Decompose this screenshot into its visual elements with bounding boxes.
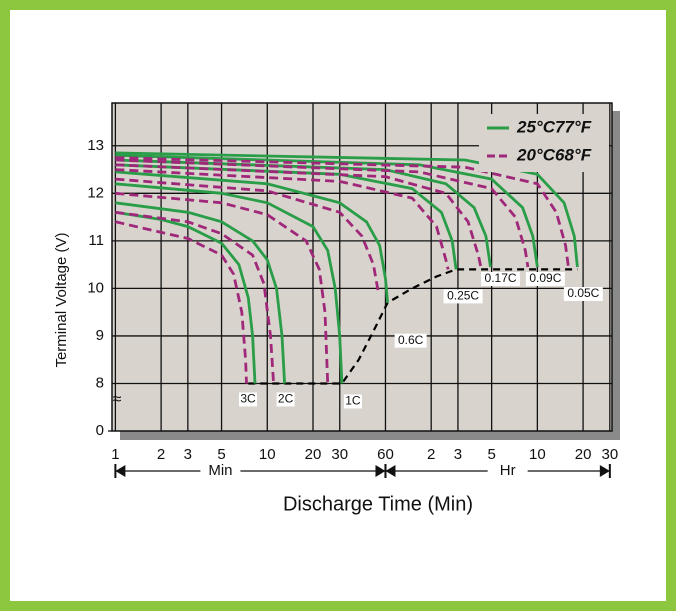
discharge-curve (115, 201, 286, 384)
span-label-bg (200, 462, 241, 480)
discharge-curve (115, 168, 450, 270)
span-label: Hr (500, 462, 516, 479)
rate-label: 0.17C (485, 271, 517, 285)
x-tick-label: 3 (184, 446, 192, 463)
rate-label: 0.05C (567, 286, 599, 300)
y-axis-title: Terminal Voltage (V) (53, 232, 70, 367)
x-tick-label: 30 (601, 446, 618, 463)
rate-label-bg (238, 392, 257, 407)
legend-label: 20°C68°F (516, 145, 592, 164)
discharge-curve (115, 191, 330, 384)
rate-label-bg (481, 272, 521, 286)
rate-label: 2C (278, 392, 294, 406)
x-tick-label: 10 (529, 446, 546, 463)
x-tick-label: 3 (454, 446, 462, 463)
discharge-curve (115, 158, 530, 268)
x-tick-label: 20 (575, 446, 592, 463)
span-arrow (385, 465, 396, 477)
span-arrow (115, 465, 126, 477)
rate-label-bg (525, 272, 565, 286)
axis-break: ≈ (113, 391, 122, 408)
y-tick-label: 8 (96, 374, 104, 391)
y-tick-label: 13 (87, 137, 104, 154)
rate-label: 1C (345, 394, 361, 408)
rate-label-bg (343, 394, 362, 409)
discharge-curve (115, 170, 389, 303)
x-tick-label: 5 (217, 446, 225, 463)
x-tick-label: 10 (259, 446, 276, 463)
x-tick-label: 60 (377, 446, 394, 463)
y-tick-label: 9 (96, 327, 104, 344)
y-tick-label: 11 (88, 232, 104, 249)
discharge-curve (115, 177, 380, 294)
discharge-curve (115, 156, 570, 268)
rate-label-bg (563, 287, 603, 301)
rate-label-bg (276, 392, 295, 407)
span-label: Min (208, 462, 232, 479)
span-label-bg (487, 462, 528, 480)
discharge-curve (115, 210, 257, 384)
y-tick-label: 12 (87, 184, 104, 201)
rate-label: 0.6C (398, 333, 424, 347)
x-tick-label: 20 (305, 446, 322, 463)
rate-label: 3C (240, 392, 256, 406)
discharge-curve (115, 210, 275, 384)
rate-label: 0.09C (529, 271, 561, 285)
rate-label: 0.25C (447, 289, 479, 303)
legend-bg (479, 114, 609, 172)
x-tick-label: 1 (111, 446, 119, 463)
x-tick-label: 30 (331, 446, 348, 463)
span-arrow (599, 465, 610, 477)
x-axis-title: Discharge Time (Min) (283, 493, 473, 515)
x-tick-label: 2 (157, 446, 165, 463)
rate-label-bg (443, 289, 483, 304)
y-tick-label: 0 (96, 422, 104, 439)
discharge-curve (115, 220, 248, 384)
discharge-curve (115, 163, 483, 268)
discharge-curve (115, 151, 579, 268)
x-tick-label: 5 (487, 446, 495, 463)
span-arrow (375, 465, 386, 477)
discharge-curve (115, 182, 344, 384)
rate-label-bg (394, 333, 427, 348)
legend-label: 25°C77°F (516, 117, 592, 136)
y-tick-label: 10 (87, 279, 104, 296)
x-tick-label: 2 (427, 446, 435, 463)
